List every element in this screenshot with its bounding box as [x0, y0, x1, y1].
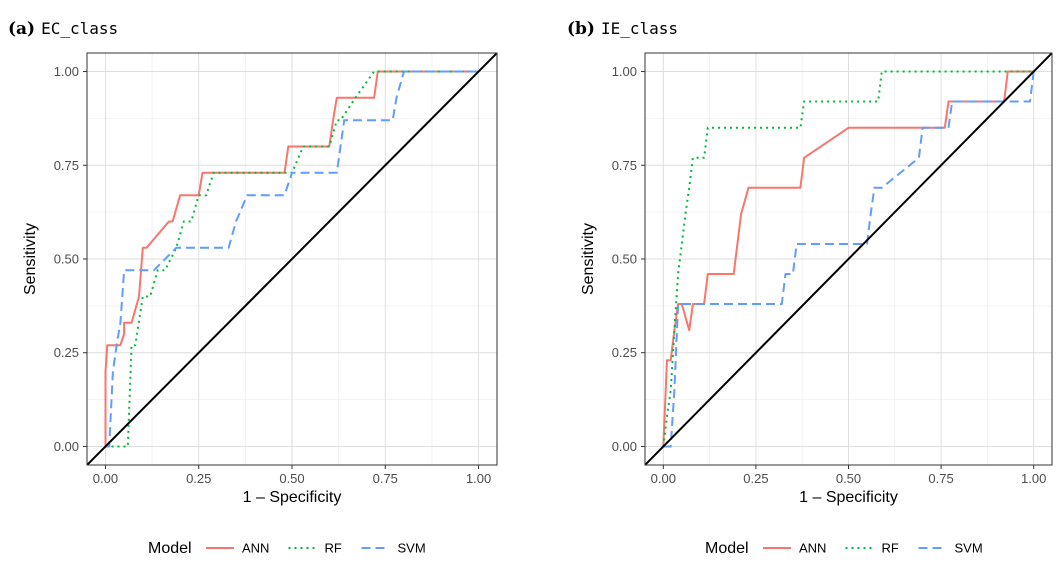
- y-tick-label: 0.25: [54, 345, 79, 360]
- x-axis-title: 1 – Specificity: [799, 489, 898, 506]
- plot-border: [86, 52, 498, 466]
- legend: Model ANN RF SVM: [705, 540, 983, 557]
- panel-title-text: EC_class: [41, 19, 118, 38]
- series-group: [87, 53, 497, 465]
- reference-diagonal: [87, 53, 497, 465]
- panel-label: (b): [567, 19, 595, 39]
- x-tick-label: 0.00: [93, 471, 118, 486]
- x-tick-label: 0.50: [836, 471, 861, 486]
- roc-curve-rf: [105, 70, 479, 448]
- legend-label-ann: ANN: [242, 541, 269, 556]
- chart-panel-a: (a) EC_class 0.00 0.25 0.50 0.75 1.00 0.00 0.25 0…: [8, 19, 498, 557]
- series-group: [645, 53, 1052, 465]
- panel-label: (a): [8, 19, 35, 39]
- x-tick-label: 0.75: [373, 471, 398, 486]
- y-tick-label: 0.50: [54, 252, 79, 267]
- legend: Model ANN RF SVM: [148, 540, 426, 557]
- legend-label-svm: SVM: [398, 541, 426, 556]
- x-tick-label: 0.50: [279, 471, 304, 486]
- panel-title-text: IE_class: [601, 19, 678, 38]
- y-axis-title: Sensitivity: [580, 223, 597, 295]
- panel-title: (b) IE_class: [567, 19, 678, 39]
- y-tick-label: 1.00: [612, 64, 637, 79]
- y-tick-label: 0.00: [54, 439, 79, 454]
- y-tick-label: 0.00: [612, 439, 637, 454]
- x-axis-title: 1 – Specificity: [243, 489, 342, 506]
- y-tick-label: 0.50: [612, 252, 637, 267]
- x-tick-label: 1.00: [466, 471, 491, 486]
- y-tick-label: 0.75: [612, 158, 637, 173]
- y-tick-label: 0.75: [54, 158, 79, 173]
- x-tick-label: 0.00: [651, 471, 676, 486]
- roc-curve-svm: [105, 70, 479, 448]
- roc-curve-ann: [104, 70, 479, 447]
- legend-label-rf: RF: [882, 541, 899, 556]
- legend-title: Model: [705, 540, 749, 557]
- y-tick-label: 1.00: [54, 64, 79, 79]
- x-tick-label: 0.25: [186, 471, 211, 486]
- roc-curve-svm: [663, 71, 1035, 448]
- legend-label-ann: ANN: [799, 541, 826, 556]
- panel-title: (a) EC_class: [8, 19, 118, 39]
- reference-diagonal: [645, 53, 1052, 465]
- chart-panel-b: (b) IE_class 0.00 0.25 0.50 0.75 1.00 0.00 0.25 0…: [567, 19, 1053, 557]
- plot-border: [644, 52, 1053, 466]
- y-axis-title: Sensitivity: [22, 223, 39, 295]
- legend-label-rf: RF: [325, 541, 342, 556]
- roc-curve-rf: [662, 70, 1034, 447]
- legend-label-svm: SVM: [955, 541, 983, 556]
- y-tick-label: 0.25: [612, 345, 637, 360]
- x-tick-label: 1.00: [1021, 471, 1046, 486]
- legend-title: Model: [148, 540, 192, 557]
- x-tick-label: 0.25: [743, 471, 768, 486]
- x-tick-label: 0.75: [928, 471, 953, 486]
